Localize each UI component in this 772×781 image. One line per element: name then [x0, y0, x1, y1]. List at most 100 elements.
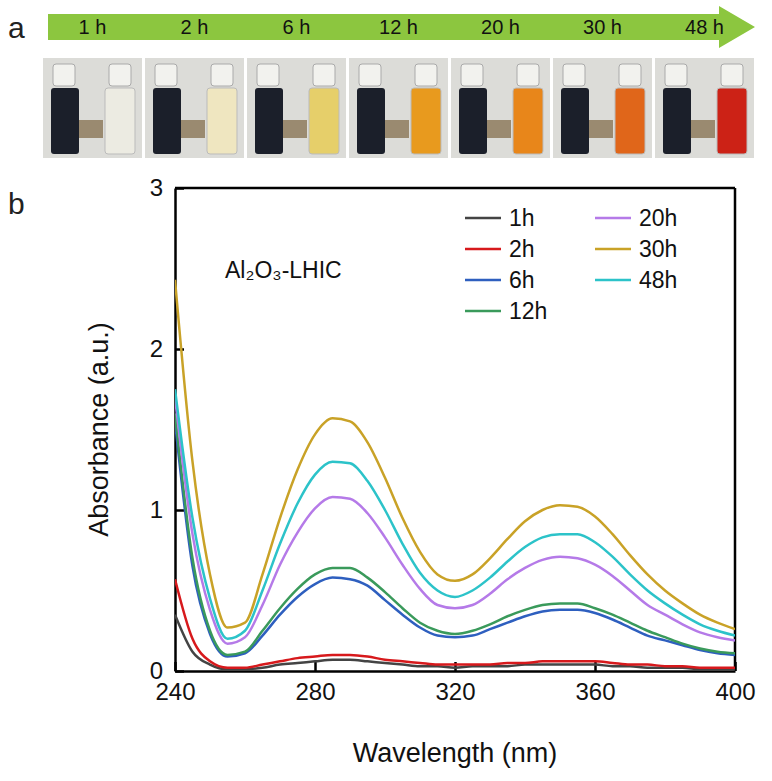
legend-label: 1h: [509, 205, 535, 231]
panel-label: b: [8, 187, 25, 220]
vial-cap: [563, 64, 585, 86]
vial-dark: [561, 88, 589, 154]
tick-label: 0: [150, 657, 163, 684]
tick: 0: [150, 657, 184, 684]
photo-bg: [655, 58, 754, 158]
time-label: 2 h: [181, 16, 209, 38]
vial-clamp: [589, 120, 613, 138]
time-label: 1 h: [79, 16, 107, 38]
panel-label: a: [8, 11, 25, 44]
vial-clamp: [691, 120, 715, 138]
tick-label: 360: [575, 678, 615, 705]
time-label: 6 h: [283, 16, 311, 38]
legend-label: 6h: [509, 267, 535, 293]
tick-label: 320: [435, 678, 475, 705]
series-line: [175, 421, 735, 656]
vial-cap: [517, 64, 539, 86]
vial-photo: [451, 58, 550, 158]
vial-cap: [109, 64, 131, 86]
vial-cap: [619, 64, 641, 86]
time-label: 20 h: [481, 16, 520, 38]
vial-cap: [461, 64, 483, 86]
vial-photo: [247, 58, 346, 158]
legend-swatch: [465, 248, 501, 251]
legend-swatch: [595, 217, 631, 220]
vial-cap: [665, 64, 687, 86]
tick-label: 2: [150, 335, 163, 362]
legend: 1h2h6h12h20h30h48h: [465, 205, 677, 324]
vial-photo: [349, 58, 448, 158]
legend-swatch: [465, 310, 501, 313]
photo-bg: [247, 58, 346, 158]
y-axis-title: Absorbance (a.u.): [84, 322, 114, 537]
tick-label: 3: [150, 174, 163, 201]
series-line: [175, 280, 735, 629]
frame-right: [734, 188, 737, 671]
vial-photo: [655, 58, 754, 158]
vial-dark: [255, 88, 283, 154]
tick: 2: [150, 335, 184, 362]
tick-mark: [175, 670, 184, 673]
series-line: [175, 397, 735, 643]
timeline-arrow: [48, 6, 755, 48]
vial-cap: [721, 64, 743, 86]
photo-bg: [43, 58, 142, 158]
vial-cap: [415, 64, 437, 86]
photo-bg: [349, 58, 448, 158]
vial-dark: [357, 88, 385, 154]
tick: 280: [295, 662, 335, 705]
vial-cap: [359, 64, 381, 86]
x-axis-title: Wavelength (nm): [353, 738, 558, 768]
frame-top: [175, 187, 735, 190]
annotation: Al₂O₃-LHIC: [225, 257, 342, 283]
vial-clamp: [283, 120, 307, 138]
tick: 1: [150, 496, 184, 523]
series-line: [175, 615, 735, 670]
vial-clamp: [181, 120, 205, 138]
tick-mark: [175, 509, 184, 512]
vial-photo: [145, 58, 244, 158]
vial-dark: [663, 88, 691, 154]
vial-cap: [313, 64, 335, 86]
vial-cap: [211, 64, 233, 86]
legend-swatch: [595, 279, 631, 282]
legend-swatch: [465, 279, 501, 282]
vial-colored: [309, 88, 339, 154]
vial-colored: [615, 88, 645, 154]
legend-label: 20h: [639, 205, 677, 231]
tick-label: 280: [295, 678, 335, 705]
vial-colored: [207, 88, 237, 154]
vial-cap: [257, 64, 279, 86]
legend-label: 30h: [639, 236, 677, 262]
legend-label: 2h: [509, 236, 535, 262]
tick-mark: [175, 348, 184, 351]
photo-bg: [145, 58, 244, 158]
vial-cap: [53, 64, 75, 86]
tick-label: 400: [715, 678, 755, 705]
time-label: 30 h: [583, 16, 622, 38]
vial-colored: [411, 88, 441, 154]
vial-dark: [51, 88, 79, 154]
vial-colored: [513, 88, 543, 154]
vial-clamp: [79, 120, 103, 138]
vial-colored: [105, 88, 135, 154]
series-line: [175, 389, 735, 639]
time-label: 48 h: [685, 16, 724, 38]
photo-bg: [553, 58, 652, 158]
vial-photo: [553, 58, 652, 158]
photo-bg: [451, 58, 550, 158]
time-label: 12 h: [379, 16, 418, 38]
vial-colored: [717, 88, 747, 154]
tick-mark: [314, 662, 317, 671]
series-line: [175, 413, 735, 655]
vial-clamp: [487, 120, 511, 138]
legend-label: 12h: [509, 298, 547, 324]
tick: 360: [575, 662, 615, 705]
vial-dark: [459, 88, 487, 154]
legend-swatch: [465, 217, 501, 220]
plot-area: [175, 280, 735, 670]
vial-dark: [153, 88, 181, 154]
legend-swatch: [595, 248, 631, 251]
vial-clamp: [385, 120, 409, 138]
vial-cap: [155, 64, 177, 86]
